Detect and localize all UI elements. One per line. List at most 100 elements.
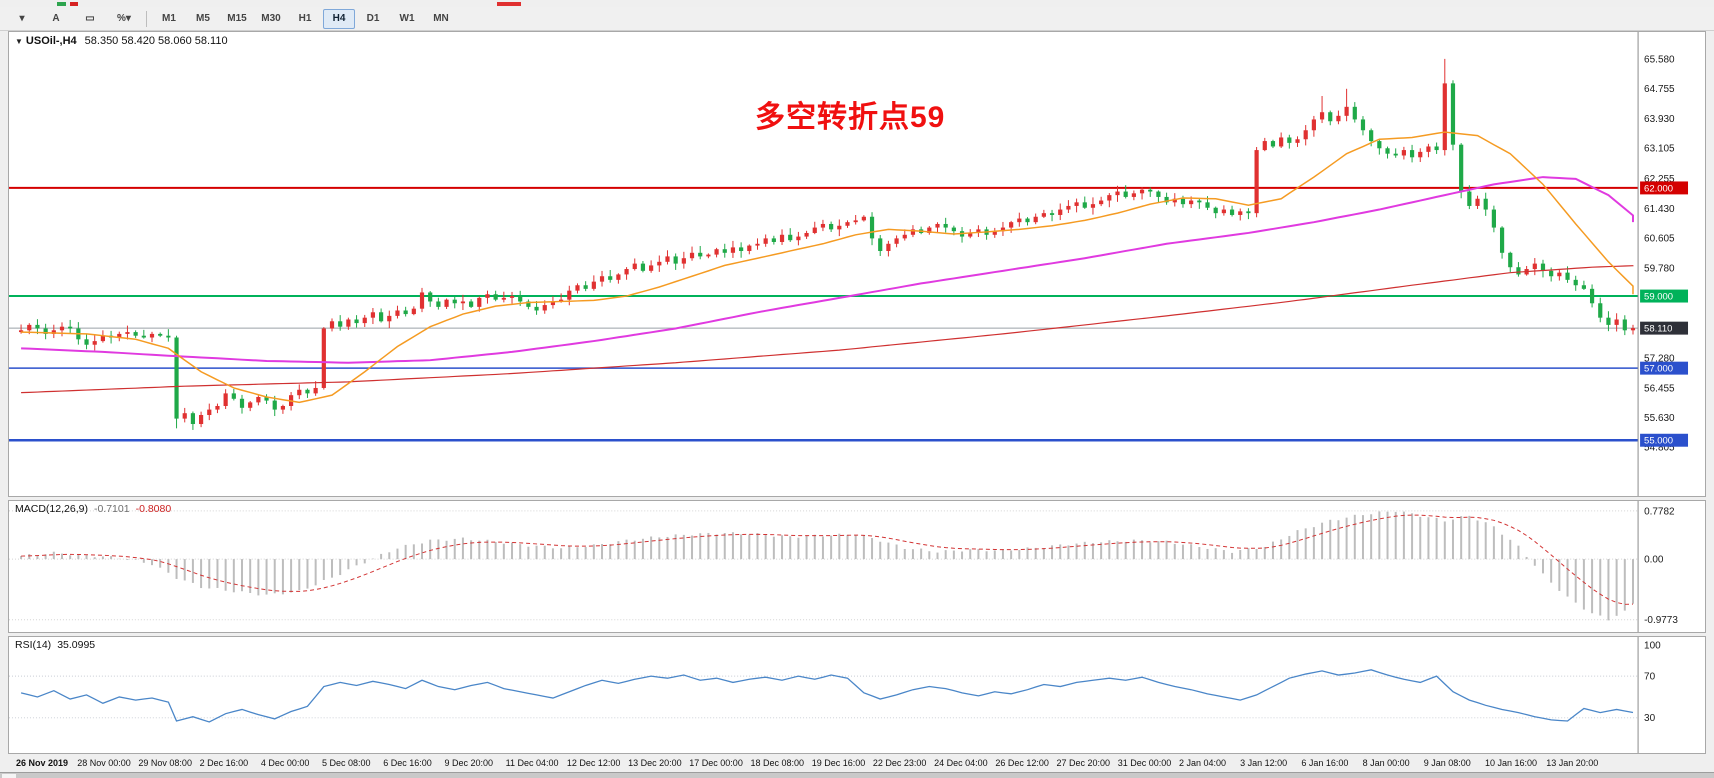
- time-axis-label: 5 Dec 08:00: [322, 758, 371, 768]
- time-axis-label: 19 Dec 16:00: [811, 758, 866, 768]
- percent-tool[interactable]: %▾: [117, 13, 131, 24]
- ma-slow-red: [21, 265, 1634, 394]
- macd-signal-line: [21, 514, 1633, 605]
- svg-text:60.605: 60.605: [1644, 234, 1675, 245]
- main-chart-panel: ▼ USOil-,H4 58.350 58.420 58.060 58.110 多空…: [8, 31, 1706, 497]
- time-axis-label: 17 Dec 00:00: [689, 758, 743, 768]
- svg-text:57.280: 57.280: [1644, 354, 1675, 365]
- time-axis[interactable]: 26 Nov 2019 28 Nov 00:00 29 Nov 08:00 2 Dec…: [8, 756, 1706, 772]
- svg-text:62.000: 62.000: [1644, 183, 1673, 194]
- svg-text:59.780: 59.780: [1644, 263, 1675, 274]
- time-axis-label: 18 Dec 08:00: [750, 758, 805, 768]
- horizontal-level-lines: [9, 186, 1639, 442]
- time-axis-label: 24 Dec 04:00: [934, 758, 988, 768]
- time-axis-label: 27 Dec 20:00: [1056, 758, 1111, 768]
- svg-text:61.430: 61.430: [1644, 204, 1675, 215]
- svg-text:55.000: 55.000: [1644, 436, 1673, 447]
- level-price-badge: 55.000: [1640, 433, 1689, 447]
- macd-axis[interactable]: 0.7782 0.00 -0.9773: [1637, 501, 1678, 632]
- main-chart-canvas[interactable]: 65.580 64.755 63.930 63.105 62.255 61.430 60.6…: [9, 32, 1705, 496]
- time-axis-label: 29 Nov 08:00: [138, 758, 192, 768]
- svg-text:-0.9773: -0.9773: [1644, 615, 1678, 626]
- time-axis-label: 13 Dec 20:00: [628, 758, 682, 768]
- symbol-timeframe-label: USOil-,H4: [25, 35, 77, 47]
- timeframe-button-h1[interactable]: H1: [298, 13, 312, 24]
- candles-layer: [18, 58, 1636, 430]
- time-axis-label: 11 Dec 04:00: [505, 758, 559, 768]
- time-axis-label: 31 Dec 00:00: [1117, 758, 1172, 768]
- level-price-badge: 59.000: [1640, 289, 1689, 303]
- svg-text:70: 70: [1644, 672, 1656, 683]
- frame-tool[interactable]: ▭: [85, 13, 95, 24]
- rsi-canvas[interactable]: 100 70 30: [9, 637, 1705, 753]
- svg-text:0.00: 0.00: [1644, 555, 1664, 566]
- time-axis-label: 3 Jan 12:00: [1240, 758, 1288, 768]
- clipped-top-strip: [0, 0, 1714, 7]
- rsi-label: RSI(14): [15, 639, 52, 651]
- rsi-value: 35.0995: [57, 639, 96, 651]
- timeframe-button-m30[interactable]: M30: [261, 13, 281, 24]
- macd-label: MACD(12,26,9): [15, 503, 88, 515]
- toolbar: ▾ A ▭ %▾ M1 M5 M15 M30 H1 H4 D1 W1 MN: [0, 7, 1714, 31]
- rsi-axis[interactable]: 100 70 30: [1637, 637, 1661, 753]
- ohlc-quote: 58.350 58.420 58.060 58.110: [84, 35, 228, 47]
- svg-text:63.930: 63.930: [1644, 114, 1675, 125]
- svg-text:64.755: 64.755: [1644, 84, 1675, 95]
- level-price-badge: 62.000: [1640, 181, 1689, 194]
- timeframe-button-m1[interactable]: M1: [162, 13, 176, 24]
- time-axis-label: 28 Nov 00:00: [77, 758, 131, 768]
- toolbar-separator: [146, 10, 147, 27]
- svg-text:56.455: 56.455: [1644, 383, 1675, 394]
- macd-canvas[interactable]: 0.7782 0.00 -0.9773: [9, 501, 1705, 632]
- macd-panel: MACD(12,26,9) -0.7101 -0.8080 0.7782 0.00 -0…: [8, 500, 1706, 633]
- timeframe-button-m5[interactable]: M5: [196, 13, 210, 24]
- time-axis-label: 8 Jan 00:00: [1362, 758, 1410, 768]
- time-axis-label: 4 Dec 00:00: [260, 758, 310, 768]
- bottom-window-edge: [0, 772, 1714, 778]
- macd-histogram: [20, 511, 1634, 621]
- macd-header: MACD(12,26,9) -0.7101 -0.8080: [15, 503, 177, 515]
- annotate-text-tool[interactable]: A: [52, 13, 60, 24]
- time-axis-label: 9 Dec 20:00: [444, 758, 493, 768]
- svg-text:62.255: 62.255: [1644, 174, 1675, 185]
- time-axis-label: 6 Jan 16:00: [1301, 758, 1349, 768]
- price-axis[interactable]: 65.580 64.755 63.930 63.105 62.255 61.430 60.6…: [1637, 32, 1689, 496]
- svg-text:59.000: 59.000: [1644, 292, 1673, 303]
- chart-dropdown-icon[interactable]: ▾: [19, 13, 25, 24]
- macd-value-main: -0.7101: [93, 503, 130, 515]
- timeframe-button-d1[interactable]: D1: [366, 13, 380, 24]
- time-axis-label: 9 Jan 08:00: [1423, 758, 1471, 768]
- svg-text:30: 30: [1644, 713, 1656, 724]
- time-axis-label: 13 Jan 20:00: [1546, 758, 1599, 768]
- chart-annotation-text[interactable]: 多空转折点59: [755, 101, 946, 134]
- time-axis-label: 12 Dec 12:00: [566, 758, 621, 768]
- svg-text:63.105: 63.105: [1644, 144, 1675, 155]
- timeframe-button-w1[interactable]: W1: [399, 13, 415, 24]
- symbol-dropdown-icon[interactable]: ▼: [15, 37, 23, 46]
- ma-mid-magenta: [21, 176, 1634, 364]
- timeframe-button-m15[interactable]: M15: [227, 13, 247, 24]
- svg-text:55.630: 55.630: [1644, 413, 1675, 424]
- level-price-badge: 57.000: [1640, 361, 1689, 375]
- timeframe-button-mn[interactable]: MN: [433, 13, 449, 24]
- svg-text:57.000: 57.000: [1644, 364, 1673, 375]
- macd-value-signal: -0.8080: [135, 503, 172, 515]
- clipped-icon-red2: [497, 2, 521, 6]
- svg-text:0.7782: 0.7782: [1644, 506, 1675, 517]
- ma-fast-orange: [21, 131, 1634, 404]
- svg-text:65.580: 65.580: [1644, 54, 1675, 65]
- timeframe-button-h4[interactable]: H4: [323, 8, 355, 29]
- clipped-icon-red: [70, 2, 78, 6]
- svg-text:100: 100: [1644, 640, 1661, 651]
- rsi-panel: RSI(14) 35.0995 100 70 30: [8, 636, 1706, 754]
- svg-text:54.805: 54.805: [1644, 443, 1675, 454]
- bottom-corner-box: [2, 774, 16, 778]
- svg-text:58.110: 58.110: [1644, 324, 1672, 335]
- time-axis-label: 6 Dec 16:00: [383, 758, 432, 768]
- time-axis-label: 26 Dec 12:00: [995, 758, 1049, 768]
- current-price-badge: 58.110: [1640, 321, 1689, 335]
- time-axis-label: 26 Nov 2019: [16, 758, 69, 768]
- clipped-icon-green: [57, 2, 66, 6]
- time-axis-label: 2 Dec 16:00: [199, 758, 249, 768]
